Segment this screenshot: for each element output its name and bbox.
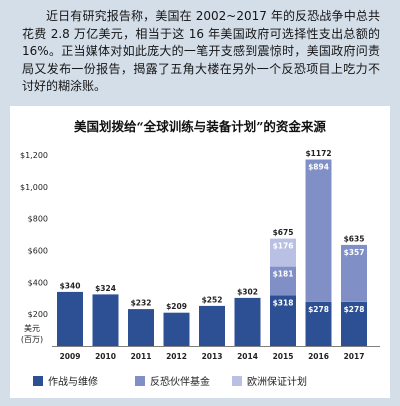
y-tick-label-1000: $1,000: [20, 183, 48, 192]
total-value-label-2016: $1172: [305, 149, 331, 158]
chart-title: 美国划拨给“全球训练与装备计划”的资金来源: [74, 119, 326, 134]
bar-2016: $278 $894 $1172: [305, 149, 332, 346]
legend-swatch-operations: [33, 376, 43, 386]
intro-paragraph: 近日有研究报告称，美国在 2002~2017 年的反恐战争中总共花费 2.8 万…: [22, 9, 380, 93]
x-tick-label-2012: 2012: [166, 352, 187, 361]
legend-label-operations: 作战与维修: [48, 375, 98, 388]
y-tick-label-200: $200: [28, 310, 48, 319]
bar-segment-2014-1: [234, 297, 261, 346]
legend-label-european-reassurance: 欧洲保证计划: [247, 375, 307, 388]
x-tick-label-2013: 2013: [202, 352, 223, 361]
total-value-label-2017: $635: [344, 234, 365, 243]
funding-bar-chart: 美国划拨给“全球训练与装备计划”的资金来源 $200 $400 $600 $800 $1…: [20, 119, 380, 388]
total-value-label-2014: $302: [237, 287, 258, 296]
segment-value-label-2016-1: $278: [308, 305, 329, 314]
bar-2015: $318 $181 $176 $675: [270, 228, 296, 346]
x-tick-label-2009: 2009: [60, 352, 81, 361]
total-value-label-2013: $252: [202, 295, 223, 304]
total-value-label-2012: $209: [166, 302, 187, 311]
bar-segment-2016-1: [305, 301, 332, 346]
x-tick-label-2010: 2010: [95, 352, 116, 361]
bar-segment-2016-2: [305, 159, 332, 302]
bar-segment-2009-1: [57, 291, 83, 346]
y-tick-label-1200: $1,200: [20, 151, 48, 160]
segment-value-label-2017-2: $357: [344, 248, 365, 257]
bar-2013: $252: [199, 295, 225, 346]
bar-2014: $302: [234, 287, 261, 346]
bars: $340 $324 $232 $209 $252 $302 $318 $181 $176 $675…: [57, 149, 367, 346]
legend-label-counterterrorism-fund: 反恐伙伴基金: [150, 375, 210, 388]
bar-segment-2017-2: [341, 244, 367, 302]
total-value-label-2009: $340: [60, 281, 81, 290]
segment-value-label-2016-2: $894: [308, 163, 329, 172]
bar-segment-2015-1: [270, 295, 296, 346]
chart-panel: 美国划拨给“全球训练与装备计划”的资金来源 $200 $400 $600 $800 $1…: [10, 106, 390, 398]
bar-segment-2010-1: [92, 294, 119, 346]
segment-value-label-2015-2: $181: [273, 270, 294, 279]
legend-swatch-counterterrorism-fund: [135, 376, 145, 386]
legend-swatch-european-reassurance: [232, 376, 242, 386]
bar-2011: $232: [128, 299, 154, 346]
bar-segment-2015-2: [270, 266, 296, 296]
y-tick-label-400: $400: [28, 278, 48, 287]
bar-2017: $278 $357 $635: [341, 234, 367, 346]
bar-2012: $209: [163, 302, 190, 346]
legend: 作战与维修 反恐伙伴基金 欧洲保证计划: [33, 375, 307, 388]
segment-value-label-2017-1: $278: [344, 305, 365, 314]
x-tick-label-2015: 2015: [273, 352, 294, 361]
bar-2009: $340: [57, 281, 83, 346]
x-tick-label-2017: 2017: [344, 352, 365, 361]
x-tick-label-2016: 2016: [308, 352, 329, 361]
y-tick-label-600: $600: [28, 247, 48, 256]
x-axis: 2009 2010 2011 2012 2013 2014 2015 2016 2017: [60, 352, 365, 361]
bar-segment-2013-1: [199, 305, 225, 346]
total-value-label-2011: $232: [131, 299, 152, 308]
bar-segment-2015-3: [270, 238, 296, 267]
x-tick-label-2014: 2014: [237, 352, 258, 361]
bar-2010: $324: [92, 284, 119, 346]
y-axis-unit: (百万): [21, 335, 43, 344]
bar-segment-2017-1: [341, 301, 367, 346]
segment-value-label-2015-1: $318: [273, 298, 294, 307]
y-tick-label-800: $800: [28, 215, 48, 224]
bar-segment-2011-1: [128, 309, 154, 346]
y-axis-label: 美元: [24, 323, 40, 333]
total-value-label-2010: $324: [95, 284, 116, 293]
x-tick-label-2011: 2011: [131, 352, 152, 361]
segment-value-label-2015-3: $176: [273, 242, 294, 251]
bar-segment-2012-1: [163, 312, 190, 346]
total-value-label-2015: $675: [273, 228, 294, 237]
y-axis: $200 $400 $600 $800 $1,000 $1,200: [20, 151, 48, 319]
